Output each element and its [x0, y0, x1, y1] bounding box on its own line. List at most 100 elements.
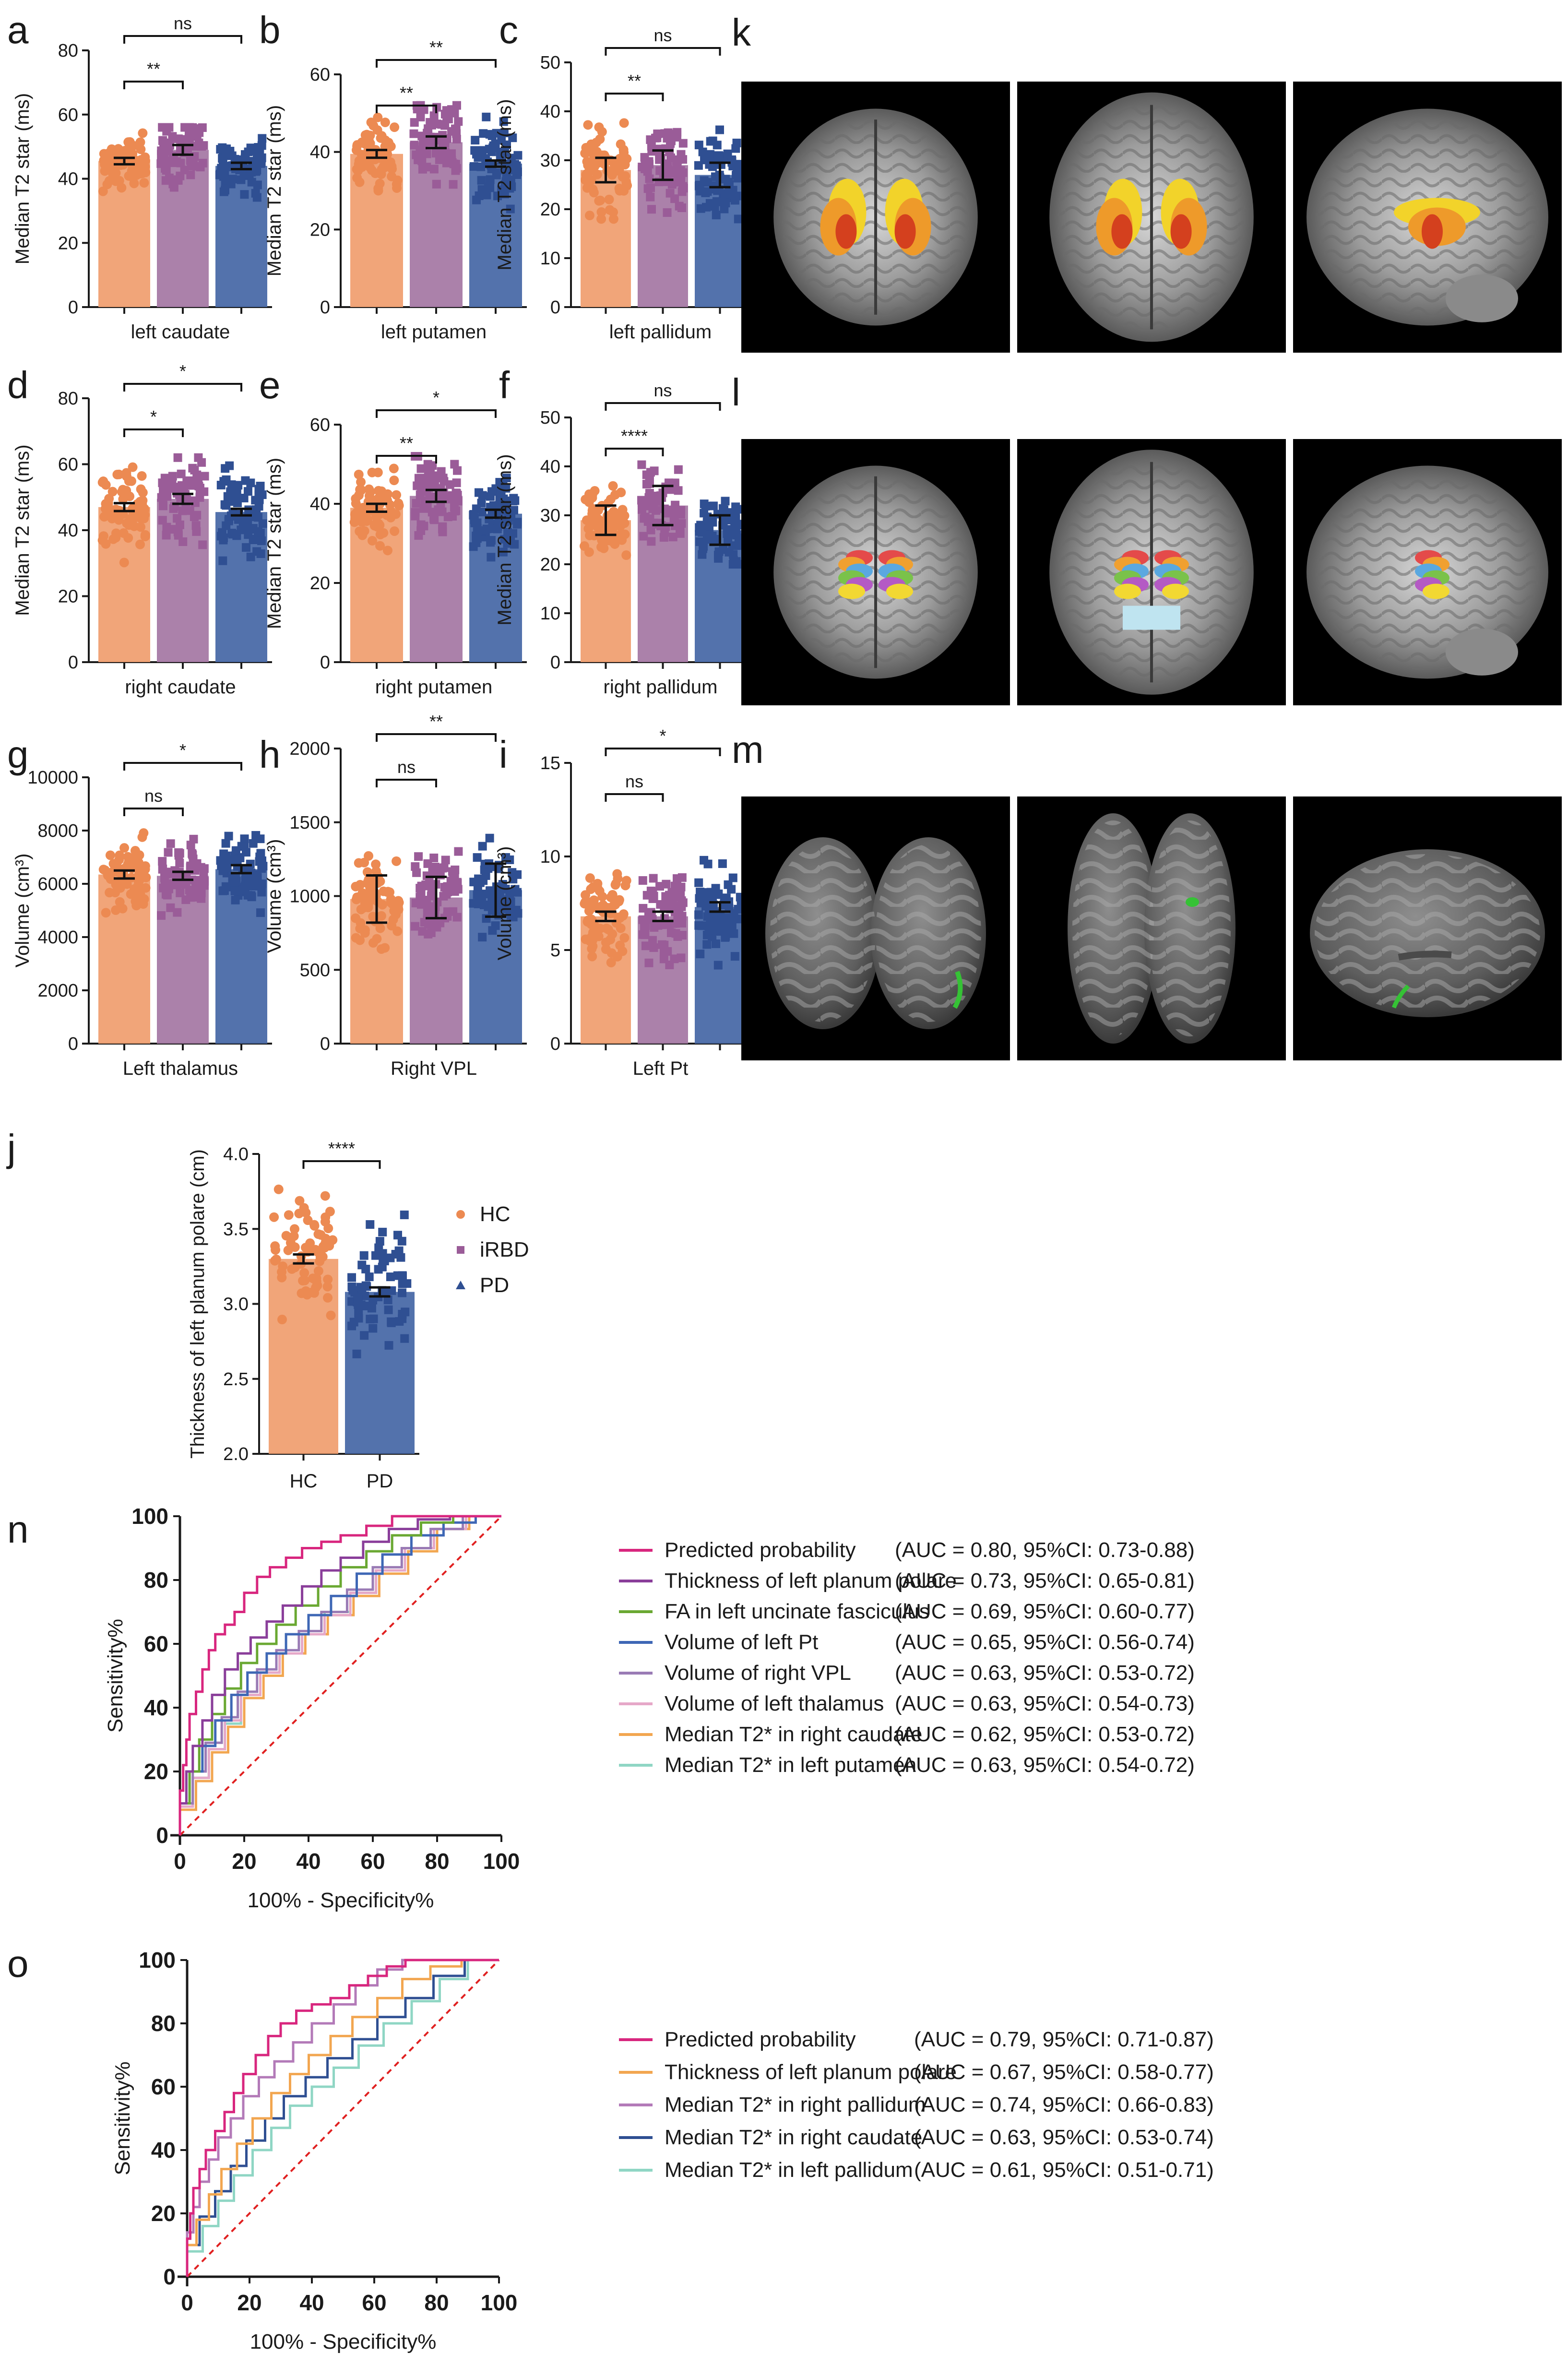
data-point: [240, 154, 249, 163]
y-tick-label: 0: [550, 653, 560, 673]
data-points-iRBD: [637, 460, 686, 546]
data-point: [367, 467, 377, 477]
data-point: [229, 855, 238, 864]
data-point: [423, 907, 432, 916]
thalamic-nucleus-overlay: [838, 583, 865, 599]
data-point: [608, 207, 618, 217]
data-point: [188, 850, 197, 859]
data-point: [119, 843, 130, 853]
data-point: [592, 169, 602, 179]
data-point: [138, 168, 148, 178]
data-point: [672, 166, 681, 175]
data-point: [357, 1260, 367, 1270]
data-point: [378, 1227, 387, 1236]
data-point: [731, 528, 740, 537]
legend-label: Thickness of left planum polare: [665, 2060, 957, 2084]
x-tick-label: 20: [232, 1849, 256, 1874]
y-tick-label: 0: [320, 297, 330, 318]
data-point: [618, 911, 628, 921]
data-point: [231, 895, 240, 904]
data-point: [510, 506, 519, 515]
legend-label: Median T2* in right caudate: [665, 1723, 922, 1746]
data-point: [199, 870, 208, 879]
data-point: [218, 556, 227, 565]
data-point: [249, 524, 258, 533]
data-point: [240, 190, 249, 199]
significance-bracket: [376, 105, 437, 113]
data-point: [582, 183, 592, 193]
data-point: [157, 911, 166, 920]
significance-label: **: [400, 433, 413, 453]
data-point: [128, 172, 138, 182]
data-point: [639, 903, 648, 913]
data-point: [367, 535, 377, 546]
data-point: [660, 947, 669, 956]
data-point: [424, 919, 433, 928]
data-point: [290, 1262, 300, 1272]
data-point: [135, 137, 145, 147]
legend-auc: (AUC = 0.73, 95%CI: 0.65-0.81): [895, 1569, 1195, 1593]
x-category-label: PD: [367, 1471, 393, 1492]
data-point: [158, 857, 167, 866]
data-point: [320, 1191, 330, 1201]
data-point: [708, 136, 717, 145]
data-point: [221, 839, 230, 848]
data-point: [168, 132, 177, 141]
y-axis-title: Median T2 star (ms): [494, 454, 515, 625]
data-point: [303, 1215, 313, 1225]
data-point: [392, 183, 402, 193]
y-tick-label: 2000: [37, 981, 78, 1001]
data-point: [376, 911, 386, 921]
y-tick-label: 40: [540, 102, 560, 122]
data-point: [486, 886, 495, 895]
data-point: [101, 908, 111, 918]
data-point: [136, 522, 146, 532]
data-point: [391, 908, 401, 918]
data-point: [695, 527, 704, 536]
data-point: [670, 892, 679, 902]
y-tick-label: 40: [151, 2138, 176, 2163]
y-tick-label: 20: [540, 200, 560, 220]
x-axis-title: left putamen: [381, 321, 487, 343]
data-point: [595, 195, 606, 205]
significance-bracket: [123, 35, 242, 44]
data-point: [620, 880, 630, 891]
planum-polare-highlight: [1391, 984, 1410, 1009]
data-point: [166, 903, 175, 912]
data-point: [313, 1229, 323, 1239]
data-point: [422, 149, 431, 158]
data-point: [190, 152, 199, 161]
data-point: [484, 182, 493, 191]
bar-chart-d: d 0 20 40 60 80 Median T2 star (ms) right cauda…: [7, 361, 272, 698]
data-point: [729, 909, 738, 918]
data-point: [197, 458, 206, 467]
data-point: [107, 513, 117, 523]
data-point: [323, 1293, 333, 1303]
data-point: [257, 879, 266, 889]
brain-view-axial-subcortical: [1017, 82, 1286, 353]
bar-chart-j: j 2.0 2.5 3.0 3.5 4.0 Thickness of left planum…: [6, 1127, 529, 1492]
thalamic-nucleus-overlay: [886, 583, 913, 599]
data-point: [639, 532, 648, 541]
data-point: [384, 1305, 393, 1314]
data-point: [442, 114, 451, 123]
data-point: [167, 477, 177, 486]
data-point: [417, 482, 426, 491]
x-axis-title: right caudate: [125, 677, 236, 698]
data-point: [392, 490, 402, 500]
data-point: [607, 908, 617, 918]
panel-letter-h: h: [259, 733, 281, 776]
data-point: [426, 463, 435, 472]
data-point: [427, 120, 436, 130]
data-point: [371, 859, 381, 869]
data-point: [618, 946, 628, 956]
data-point: [326, 1310, 336, 1320]
data-point: [505, 159, 514, 168]
y-axis-title: Median T2 star (ms): [12, 444, 33, 616]
legend-label: FA in left uncinate fasciculus: [665, 1600, 930, 1623]
data-point: [469, 162, 478, 171]
brain-view-ventral-surface: [1017, 796, 1286, 1060]
data-point: [704, 906, 713, 915]
data-point: [734, 214, 743, 224]
data-point: [712, 211, 721, 220]
